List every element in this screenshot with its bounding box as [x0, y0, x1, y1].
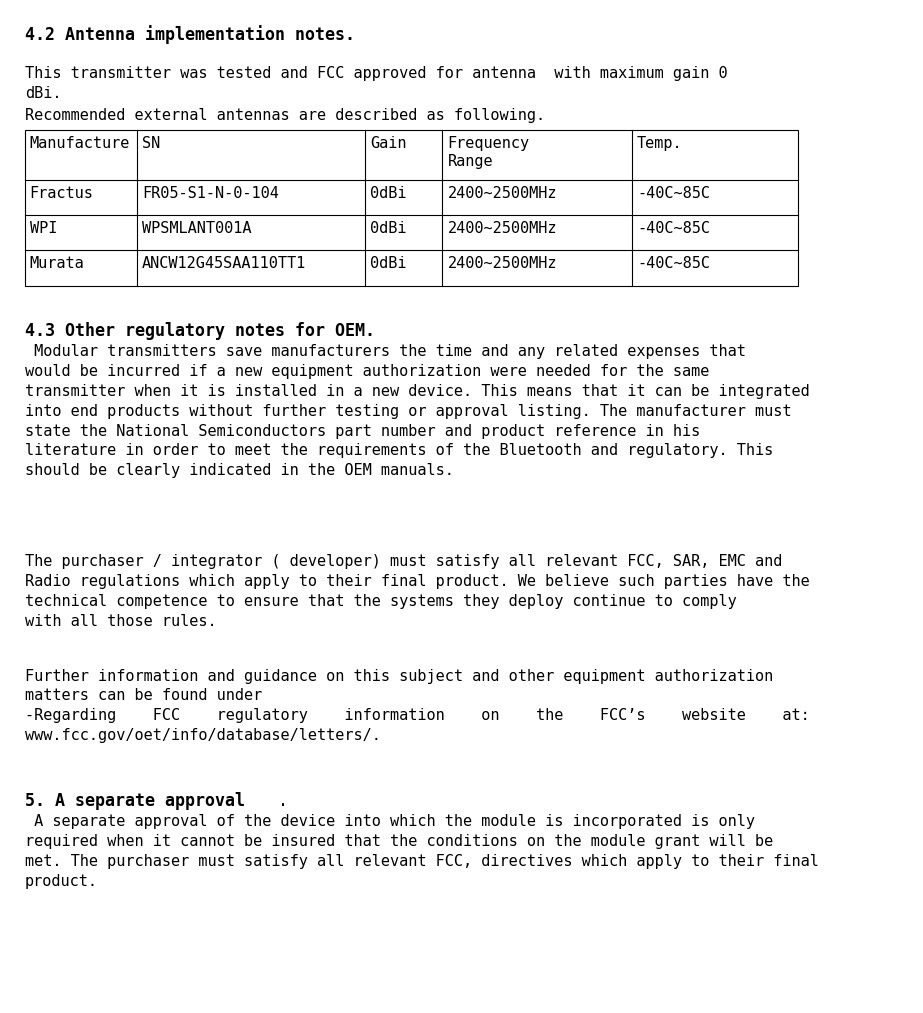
Text: Modular transmitters save manufacturers the time and any related expenses that
w: Modular transmitters save manufacturers … [25, 344, 809, 478]
Text: 0dBi: 0dBi [370, 256, 406, 271]
Text: The purchaser / integrator ( developer) must satisfy all relevant FCC, SAR, EMC : The purchaser / integrator ( developer) … [25, 554, 809, 628]
Text: Murata: Murata [30, 256, 84, 271]
Text: 0dBi: 0dBi [370, 221, 406, 236]
Text: ANCW12G45SAA110TT1: ANCW12G45SAA110TT1 [142, 256, 306, 271]
Text: 2400~2500MHz: 2400~2500MHz [448, 221, 557, 236]
Text: 2400~2500MHz: 2400~2500MHz [448, 185, 557, 201]
Text: 4.3 Other regulatory notes for OEM.: 4.3 Other regulatory notes for OEM. [25, 322, 375, 340]
Text: This transmitter was tested and FCC approved for antenna  with maximum gain 0
dB: This transmitter was tested and FCC appr… [25, 66, 727, 100]
Text: 4.2 Antenna implementation notes.: 4.2 Antenna implementation notes. [25, 25, 354, 45]
Text: 2400~2500MHz: 2400~2500MHz [448, 256, 557, 271]
Text: Manufacture: Manufacture [30, 136, 130, 151]
Text: WPSMLANT001A: WPSMLANT001A [142, 221, 251, 236]
Text: 0dBi: 0dBi [370, 185, 406, 201]
Text: Recommended external antennas are described as following.: Recommended external antennas are descri… [25, 108, 545, 124]
Text: 5. A separate approval: 5. A separate approval [25, 792, 245, 810]
Text: Gain: Gain [370, 136, 406, 151]
Text: Frequency
Range: Frequency Range [448, 136, 530, 169]
Text: .: . [278, 792, 288, 810]
Text: Further information and guidance on this subject and other equipment authorizati: Further information and guidance on this… [25, 669, 809, 743]
Text: SN: SN [142, 136, 160, 151]
Text: A separate approval of the device into which the module is incorporated is only
: A separate approval of the device into w… [25, 814, 819, 888]
Text: WPI: WPI [30, 221, 57, 236]
Text: -40C~85C: -40C~85C [637, 221, 710, 236]
Text: -40C~85C: -40C~85C [637, 256, 710, 271]
Text: Temp.: Temp. [637, 136, 682, 151]
Text: FR05-S1-N-0-104: FR05-S1-N-0-104 [142, 185, 279, 201]
Text: Fractus: Fractus [30, 185, 93, 201]
Text: -40C~85C: -40C~85C [637, 185, 710, 201]
Bar [25, 130, 798, 286]
